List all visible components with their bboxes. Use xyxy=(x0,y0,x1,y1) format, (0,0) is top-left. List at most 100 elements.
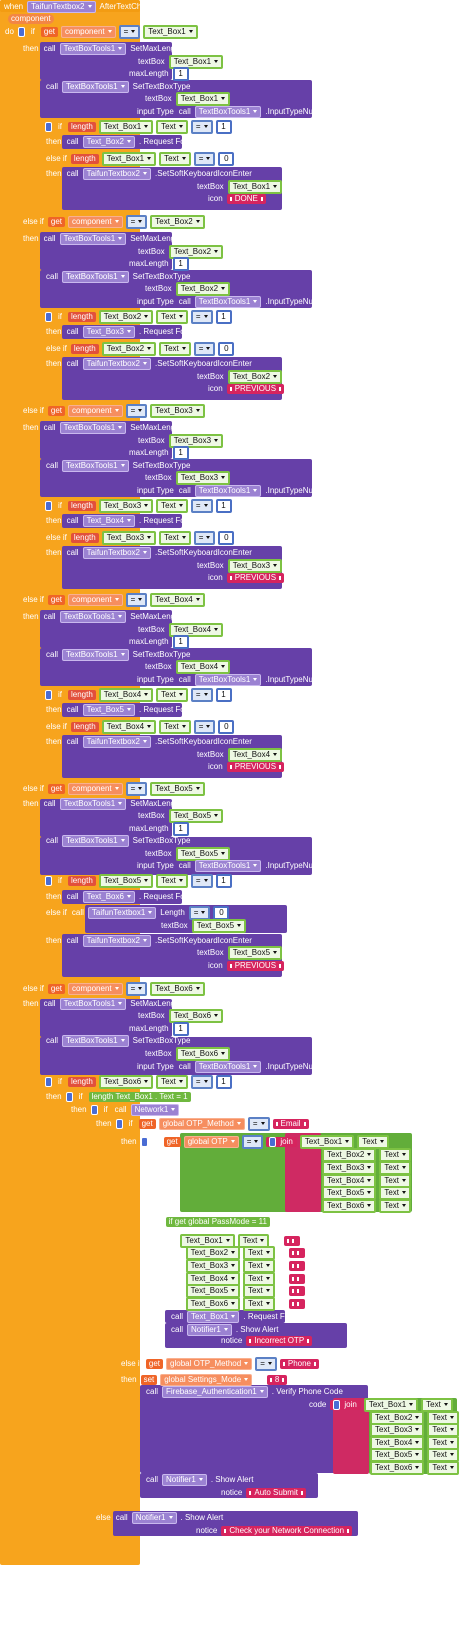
operator: = xyxy=(190,1074,213,1089)
keyword: then xyxy=(71,1104,87,1114)
block-line: textBox Text_Box1 xyxy=(144,91,231,106)
block-line: textBox Text_Box4 xyxy=(137,622,224,637)
block-line: then call Text_Box5. Request Focus xyxy=(45,703,198,716)
number-block: 1 xyxy=(172,445,189,460)
keyword: else if xyxy=(23,594,44,604)
keyword: call xyxy=(178,860,191,870)
block-line: set Text_Box4 Text to xyxy=(170,1271,306,1286)
component-block: Text_Box5 xyxy=(185,1283,241,1298)
string-block xyxy=(289,1260,306,1271)
keyword: set xyxy=(165,1235,177,1245)
block-line: call TextBoxTools1 SetTextBoxType xyxy=(45,1034,191,1047)
keyword: icon xyxy=(208,383,223,393)
component-dropdown: Firebase_Authentication1 xyxy=(162,1385,268,1398)
if-keyword: if xyxy=(128,1118,133,1128)
block-line: then call Text_Box3. Request Focus xyxy=(45,325,198,338)
parameter: component xyxy=(8,13,54,24)
number-block: 1 xyxy=(215,119,232,134)
mutator-gear xyxy=(333,1399,341,1410)
block-line: textBox Text_Box5 xyxy=(160,918,247,933)
component-block: Text_Box5 xyxy=(150,781,205,796)
mutator-gear xyxy=(45,500,52,511)
keyword: . Request Focus xyxy=(138,891,198,901)
component-block: Text_Box5 xyxy=(370,1447,425,1462)
variable: global OTP_Method xyxy=(158,1117,245,1130)
component-block: Text_Box3 xyxy=(175,470,231,485)
string-block xyxy=(289,1298,306,1309)
component-dropdown: TaifunTextbox2 xyxy=(82,546,151,559)
keyword: to xyxy=(278,1247,286,1257)
block-line: textBox Text_Box4 xyxy=(144,659,231,674)
number-block: 0 xyxy=(218,719,235,734)
block-line: textBox Text_Box2 xyxy=(196,369,283,384)
keyword: textBox xyxy=(145,472,172,482)
string-block: Phone xyxy=(279,1358,319,1369)
keyword: call xyxy=(171,1311,184,1321)
keyword: call xyxy=(178,485,191,495)
keyword: call xyxy=(66,136,79,146)
keyword: to xyxy=(278,1285,286,1295)
keyword: textBox xyxy=(145,661,172,671)
property-dropdown: Text xyxy=(379,1185,412,1200)
get-block: get xyxy=(47,783,66,794)
block-line: maxLength 1 xyxy=(128,256,189,271)
component-dropdown: TaifunTextbox2 xyxy=(82,735,151,748)
property-dropdown: Text xyxy=(156,687,188,702)
keyword: call xyxy=(178,674,191,684)
keyword: . Request Focus xyxy=(243,1311,302,1321)
component-dropdown: TaifunTextbox1 xyxy=(87,906,157,919)
property-dropdown: Text xyxy=(243,1296,275,1311)
keyword: else if xyxy=(46,532,67,542)
keyword: . Show Alert xyxy=(180,1512,224,1522)
keyword: .InputTypeNumber xyxy=(265,674,332,684)
keyword: input Type xyxy=(137,485,174,495)
block-line: call TextBoxTools1 SetTextBoxType xyxy=(45,648,191,661)
block-line: Text_Box2 Text xyxy=(322,1147,412,1162)
number-block: 0 xyxy=(218,341,235,356)
function-block: length xyxy=(68,500,96,511)
block-line: Text_Box6 Text xyxy=(370,1460,460,1475)
block-line: if length Text_Box2 Text = 1 xyxy=(45,309,232,324)
keyword: then xyxy=(23,43,39,53)
block-line: then call TaifunTextbox2 .SetSoftKeyboardIc… xyxy=(45,934,253,947)
operator: = xyxy=(193,530,216,545)
block-line: icon PREVIOUS xyxy=(207,572,285,583)
number-block: 0 xyxy=(218,530,235,545)
keyword: call xyxy=(146,1386,159,1396)
keyword: then xyxy=(23,798,39,808)
keyword: then xyxy=(23,233,39,243)
string-block xyxy=(289,1247,306,1258)
mutator-gear xyxy=(45,1076,52,1087)
component-dropdown: TextBoxTools1 xyxy=(59,232,127,245)
variable: component xyxy=(68,782,123,795)
keyword: input Type xyxy=(137,106,174,116)
component-block: Text_Box2 xyxy=(101,341,157,356)
get-block: set xyxy=(140,1374,158,1385)
number-block: 1 xyxy=(172,66,189,81)
block-line: call TextBoxTools1 SetTextBoxType xyxy=(45,459,191,472)
component-block: Text_Box2 xyxy=(150,214,205,229)
block-line: then if call Network1. Is Connected xyxy=(70,1103,236,1116)
keyword: call xyxy=(66,935,79,945)
block-line: then if get global PassMode = 11 xyxy=(145,1216,270,1227)
string-block: Check your Network Connection xyxy=(221,1525,353,1536)
operator: = xyxy=(193,719,216,734)
number-block: 1 xyxy=(215,309,232,324)
keyword: textBox xyxy=(161,920,188,930)
number-block: 1 xyxy=(215,1074,232,1089)
block-line: textBox Text_Box3 xyxy=(196,558,283,573)
property-dropdown: Text xyxy=(156,873,188,888)
block-line: icon PREVIOUS xyxy=(207,960,285,971)
keyword: .InputTypeNumber xyxy=(265,485,332,495)
component-block: Text_Box3 xyxy=(168,433,224,448)
block-line: call Firebase_Authentication1. Verify Pho… xyxy=(145,1385,344,1398)
keyword: SetMaxLength xyxy=(130,422,182,432)
keyword: then xyxy=(121,1374,137,1384)
operator: = xyxy=(190,498,213,513)
property-dropdown: Text xyxy=(159,719,191,734)
keyword: then xyxy=(46,547,62,557)
keyword: . Request Focus xyxy=(138,326,198,336)
keyword: SetMaxLength xyxy=(130,798,182,808)
keyword: SetTextBoxType xyxy=(132,835,191,845)
string-block xyxy=(289,1285,306,1296)
